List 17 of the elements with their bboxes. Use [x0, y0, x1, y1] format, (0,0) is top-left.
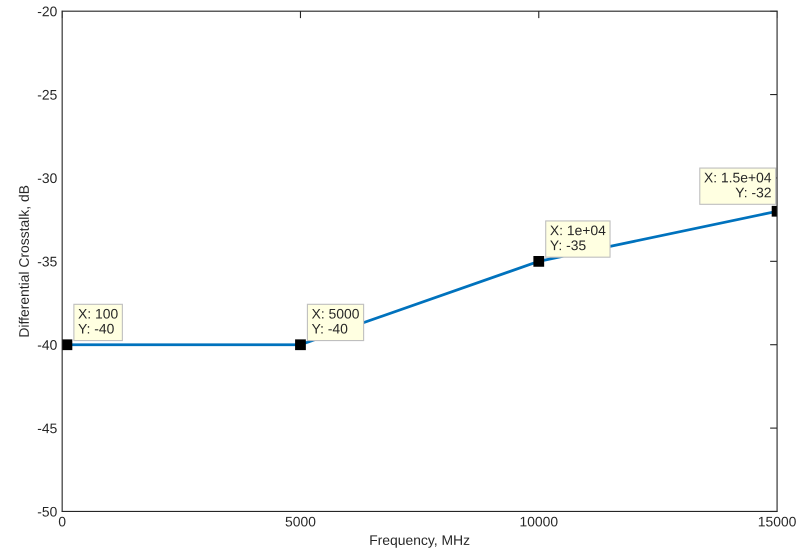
x-tick-label: 5000	[286, 516, 316, 527]
y-tick-label: -25	[38, 90, 57, 100]
y-tick-label: -45	[38, 424, 57, 434]
annotation: X: 1.5e+04 Y: -32	[704, 172, 772, 198]
annotation: X: 1e+04 Y: -35	[550, 225, 606, 250]
y-tick-label: -20	[38, 6, 57, 16]
y-axis-title: Differential Crosstalk, dB	[18, 186, 31, 336]
y-tick-label: -40	[38, 340, 57, 350]
x-axis-title: Frequency, MHz	[370, 535, 470, 548]
x-tick-label: 15000	[758, 516, 796, 527]
annotation: X: 100 Y: -40	[78, 308, 118, 334]
x-tick-label: 0	[58, 516, 66, 527]
y-tick-label: -35	[38, 256, 57, 266]
y-tick-label: -50	[38, 506, 57, 517]
x-tick-label: 10000	[520, 516, 558, 527]
y-tick-label: -30	[38, 173, 57, 184]
annotation: X: 5000 Y: -40	[312, 308, 359, 334]
